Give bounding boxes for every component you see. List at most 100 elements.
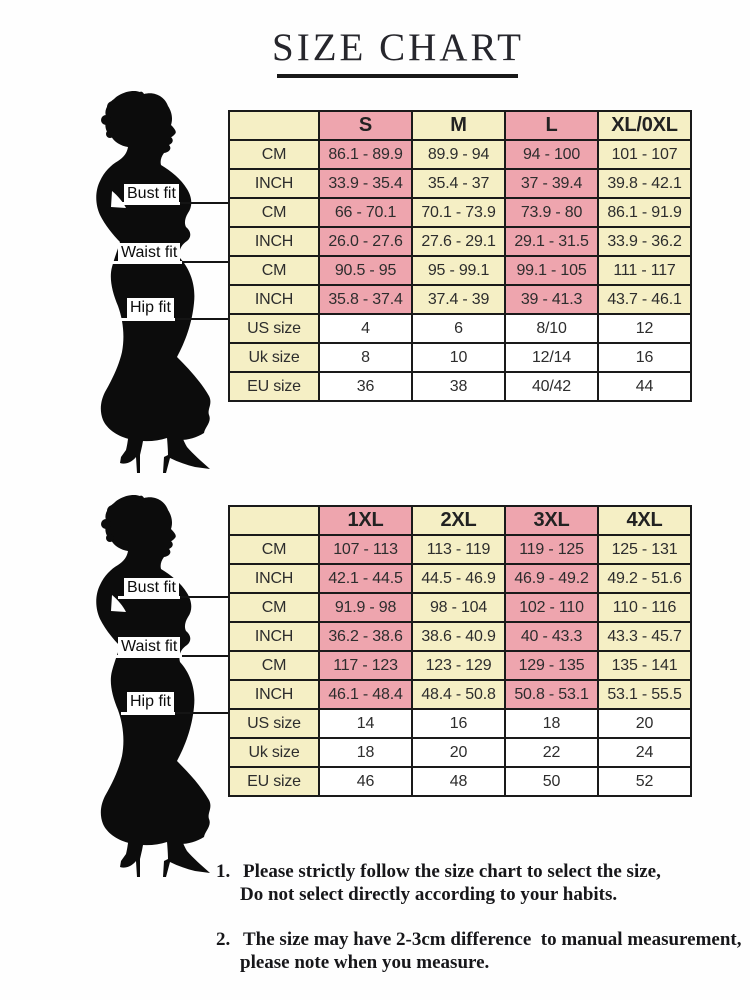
table-row: US size 14 16 18 20 — [228, 708, 692, 739]
woman-silhouette — [96, 90, 211, 474]
size-table: 1XL 2XL 3XL 4XL CM 107 - 113 113 - 119 119 - 12… — [228, 505, 692, 797]
size-value-cell: 129 - 135 — [504, 650, 599, 681]
size-value-cell: 36 — [318, 371, 413, 402]
size-value-cell: 42.1 - 44.5 — [318, 563, 413, 594]
size-table: S M L XL/0XL CM 86.1 - 89.9 89.9 - 94 94 - 100 1… — [228, 110, 692, 402]
row-label: EU size — [228, 371, 320, 402]
size-value-cell: 20 — [411, 737, 506, 768]
corner-cell — [228, 110, 320, 141]
size-value-cell: 86.1 - 91.9 — [597, 197, 692, 228]
size-value-cell: 110 - 116 — [597, 592, 692, 623]
note-number: 2. — [216, 929, 231, 950]
size-value-cell: 46.1 - 48.4 — [318, 679, 413, 710]
row-label: CM — [228, 650, 320, 681]
size-value-cell: 40/42 — [504, 371, 599, 402]
size-value-cell: 12 — [597, 313, 692, 344]
table-row: Uk size 8 10 12/14 16 — [228, 342, 692, 373]
notes: 1. Please strictly follow the size chart… — [216, 860, 746, 996]
row-label: CM — [228, 139, 320, 170]
hip-underline — [121, 318, 175, 321]
size-value-cell: 89.9 - 94 — [411, 139, 506, 170]
size-col-header: M — [411, 110, 506, 141]
size-value-cell: 22 — [504, 737, 599, 768]
table-header-row: S M L XL/0XL — [228, 110, 692, 141]
table-row: INCH 36.2 - 38.6 38.6 - 40.9 40 - 43.3 43.3 … — [228, 621, 692, 652]
row-label: INCH — [228, 168, 320, 199]
size-value-cell: 38.6 - 40.9 — [411, 621, 506, 652]
size-value-cell: 10 — [411, 342, 506, 373]
size-value-cell: 73.9 - 80 — [504, 197, 599, 228]
size-value-cell: 101 - 107 — [597, 139, 692, 170]
row-label: Uk size — [228, 342, 320, 373]
hip-leader-line — [127, 318, 228, 320]
size-value-cell: 36.2 - 38.6 — [318, 621, 413, 652]
size-value-cell: 53.1 - 55.5 — [597, 679, 692, 710]
row-label: CM — [228, 592, 320, 623]
size-value-cell: 18 — [318, 737, 413, 768]
size-value-cell: 49.2 - 51.6 — [597, 563, 692, 594]
size-col-header: 1XL — [318, 505, 413, 536]
size-value-cell: 26.0 - 27.6 — [318, 226, 413, 257]
size-col-header: 3XL — [504, 505, 599, 536]
row-label: CM — [228, 255, 320, 286]
size-value-cell: 98 - 104 — [411, 592, 506, 623]
size-value-cell: 50.8 - 53.1 — [504, 679, 599, 710]
table-row: Uk size 18 20 22 24 — [228, 737, 692, 768]
table-row: INCH 46.1 - 48.4 48.4 - 50.8 50.8 - 53.1 53.… — [228, 679, 692, 710]
size-col-header: 4XL — [597, 505, 692, 536]
hip-leader-line — [127, 712, 228, 714]
note-text: The size may have 2-3cm difference to ma… — [243, 929, 742, 950]
woman-silhouette — [96, 494, 211, 877]
row-label: INCH — [228, 284, 320, 315]
hip-fit-label: Hip fit — [127, 298, 174, 318]
size-value-cell: 107 - 113 — [318, 534, 413, 565]
table-row: CM 86.1 - 89.9 89.9 - 94 94 - 100 101 - 107 — [228, 139, 692, 170]
size-col-header: 2XL — [411, 505, 506, 536]
size-value-cell: 16 — [597, 342, 692, 373]
size-value-cell: 117 - 123 — [318, 650, 413, 681]
waist-fit-label: Waist fit — [118, 243, 181, 263]
table-row: CM 91.9 - 98 98 - 104 102 - 110 110 - 116 — [228, 592, 692, 623]
size-value-cell: 6 — [411, 313, 506, 344]
table-row: CM 117 - 123 123 - 129 129 - 135 135 - 141 — [228, 650, 692, 681]
table-header-row: 1XL 2XL 3XL 4XL — [228, 505, 692, 536]
waist-fit-label: Waist fit — [118, 637, 181, 657]
hip-fit-label: Hip fit — [127, 692, 174, 712]
size-value-cell: 66 - 70.1 — [318, 197, 413, 228]
table-row: INCH 42.1 - 44.5 44.5 - 46.9 46.9 - 49.2 49.… — [228, 563, 692, 594]
row-label: CM — [228, 197, 320, 228]
note-2: 2. The size may have 2-3cm difference to… — [216, 928, 746, 974]
table-row: CM 107 - 113 113 - 119 119 - 125 125 - 131 — [228, 534, 692, 565]
title-underline — [277, 74, 518, 78]
table-row: CM 66 - 70.1 70.1 - 73.9 73.9 - 80 86.1 - 91… — [228, 197, 692, 228]
size-value-cell: 37 - 39.4 — [504, 168, 599, 199]
table-row: INCH 35.8 - 37.4 37.4 - 39 39 - 41.3 43.7 - … — [228, 284, 692, 315]
size-value-cell: 111 - 117 — [597, 255, 692, 286]
size-value-cell: 102 - 110 — [504, 592, 599, 623]
row-label: US size — [228, 708, 320, 739]
size-value-cell: 35.8 - 37.4 — [318, 284, 413, 315]
corner-cell — [228, 505, 320, 536]
size-value-cell: 123 - 129 — [411, 650, 506, 681]
size-value-cell: 29.1 - 31.5 — [504, 226, 599, 257]
size-value-cell: 44.5 - 46.9 — [411, 563, 506, 594]
bust-fit-label: Bust fit — [124, 578, 179, 598]
table-row: INCH 26.0 - 27.6 27.6 - 29.1 29.1 - 31.5 33.… — [228, 226, 692, 257]
note-text: Do not select directly according to your… — [240, 884, 618, 905]
size-value-cell: 95 - 99.1 — [411, 255, 506, 286]
size-value-cell: 125 - 131 — [597, 534, 692, 565]
size-value-cell: 24 — [597, 737, 692, 768]
size-value-cell: 135 - 141 — [597, 650, 692, 681]
size-value-cell: 35.4 - 37 — [411, 168, 506, 199]
size-value-cell: 39.8 - 42.1 — [597, 168, 692, 199]
size-col-header: S — [318, 110, 413, 141]
size-value-cell: 46.9 - 49.2 — [504, 563, 599, 594]
note-1: 1. Please strictly follow the size chart… — [216, 860, 746, 906]
size-value-cell: 8/10 — [504, 313, 599, 344]
note-number: 1. — [216, 861, 231, 882]
size-value-cell: 8 — [318, 342, 413, 373]
size-value-cell: 12/14 — [504, 342, 599, 373]
table-row: EU size 36 38 40/42 44 — [228, 371, 692, 402]
size-value-cell: 94 - 100 — [504, 139, 599, 170]
